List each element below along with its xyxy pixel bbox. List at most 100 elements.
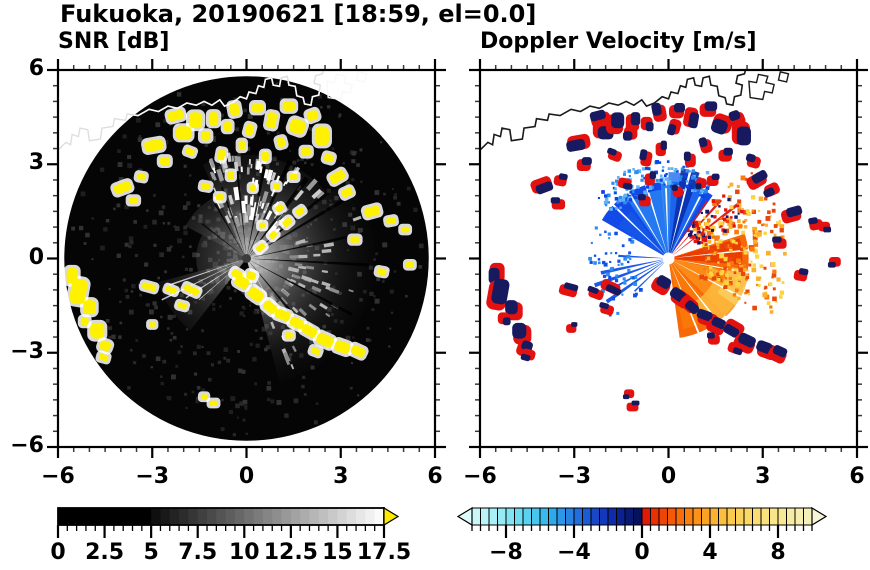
echo-blob xyxy=(183,284,200,296)
island-outline xyxy=(355,71,368,83)
echo-blob xyxy=(261,151,269,162)
echo-blob xyxy=(249,184,256,191)
echo-blob xyxy=(630,112,641,126)
echo-blob xyxy=(535,181,554,195)
coastline xyxy=(481,71,747,151)
velocity-cbar-label: 0 xyxy=(634,540,650,565)
snr-panel-title: SNR [dB] xyxy=(58,29,170,54)
echo-blob xyxy=(209,400,218,406)
echo-blob xyxy=(405,261,414,268)
snr-cbar-label: 17.5 xyxy=(356,540,412,565)
echo-blob xyxy=(728,110,741,121)
echo-blob xyxy=(295,207,305,216)
velocity-cbar-label: −8 xyxy=(489,540,523,565)
echo-blob xyxy=(175,126,192,140)
echo-blob xyxy=(144,138,164,152)
echo-blob xyxy=(341,187,353,198)
echo-blob xyxy=(167,109,184,122)
snr-cbar-label: 0 xyxy=(50,540,66,565)
echo-blob xyxy=(651,102,662,116)
echo-blob xyxy=(649,171,656,180)
plot-area xyxy=(481,71,841,412)
echo-blob xyxy=(200,394,208,400)
echo-blob xyxy=(631,400,640,406)
snr-colorbar xyxy=(56,506,400,538)
echo-blob xyxy=(622,394,630,400)
echo-blob xyxy=(667,123,677,136)
cbar-over-arrow xyxy=(383,506,400,527)
echo-blob xyxy=(711,316,727,330)
echo-blob xyxy=(238,140,245,151)
echo-blob xyxy=(276,137,286,148)
echo-blob xyxy=(505,300,518,315)
echo-blob xyxy=(706,332,715,339)
echo-blob xyxy=(587,285,599,294)
echo-blob xyxy=(273,183,280,190)
echo-blob xyxy=(698,137,708,148)
echo-blob xyxy=(823,226,832,233)
echo-blob xyxy=(711,173,720,180)
snr-x-tick-label: −6 xyxy=(41,464,75,489)
echo-blob xyxy=(622,182,633,190)
echo-blob xyxy=(136,173,146,181)
cbar-over-arrow xyxy=(811,506,828,527)
echo-blob xyxy=(350,345,366,358)
y-tick-label: 6 xyxy=(28,56,44,81)
echo-blob xyxy=(128,197,139,204)
snr-cbar-label: 2.5 xyxy=(85,540,125,565)
echo-blob xyxy=(732,347,743,356)
echo-blob xyxy=(90,322,105,339)
echo-blob xyxy=(323,153,334,163)
velocity-colorbar xyxy=(456,506,828,538)
echo-blob xyxy=(275,204,284,213)
echo-blob xyxy=(688,112,700,129)
echo-blob xyxy=(229,102,240,116)
velocity-cbar-label: 4 xyxy=(702,540,718,565)
echo-blob xyxy=(512,322,527,339)
echo-blob xyxy=(255,242,266,253)
echo-blob xyxy=(113,181,132,195)
echo-blob xyxy=(756,340,773,354)
echo-blob xyxy=(710,118,728,135)
echo-blob xyxy=(231,269,243,280)
echo-blob xyxy=(376,268,387,276)
echo-blob xyxy=(669,287,687,303)
echo-blob xyxy=(607,147,617,156)
snr-x-tick-label: 3 xyxy=(333,464,349,489)
echo-blob xyxy=(282,101,296,111)
echo-blob xyxy=(550,197,561,204)
echo-blob xyxy=(200,131,211,141)
echo-blob xyxy=(266,112,278,129)
echo-blob xyxy=(695,183,702,190)
echo-blob xyxy=(227,171,234,180)
echo-blob xyxy=(589,109,606,122)
echo-blob xyxy=(683,151,691,162)
y-tick-label: −3 xyxy=(10,338,44,364)
island-outline xyxy=(748,73,775,101)
echo-blob xyxy=(98,353,109,362)
snr-cbar-label: 7.5 xyxy=(178,540,218,565)
echo-blob xyxy=(310,347,321,356)
echo-blob xyxy=(611,112,625,129)
plot-area xyxy=(59,71,429,441)
y-tick-label: −6 xyxy=(10,433,44,458)
radar-site-hole xyxy=(662,252,675,265)
island-outline xyxy=(777,71,790,83)
echo-blob xyxy=(306,110,319,121)
echo-blob xyxy=(581,157,592,166)
echo-blob xyxy=(645,121,654,132)
echo-blob xyxy=(786,205,803,218)
echo-blob xyxy=(262,300,278,315)
echo-blob xyxy=(245,123,255,136)
echo-blob xyxy=(639,149,648,161)
echo-blob xyxy=(684,300,700,315)
echo-blob xyxy=(274,308,291,322)
echo-blob xyxy=(566,138,586,152)
echo-blob xyxy=(751,170,768,184)
echo-blob xyxy=(656,275,672,289)
echo-blob xyxy=(223,121,232,132)
velocity-x-tick-label: −6 xyxy=(463,464,497,489)
echo-blob xyxy=(502,317,511,326)
snr-cbar-label: 12.5 xyxy=(263,540,318,565)
